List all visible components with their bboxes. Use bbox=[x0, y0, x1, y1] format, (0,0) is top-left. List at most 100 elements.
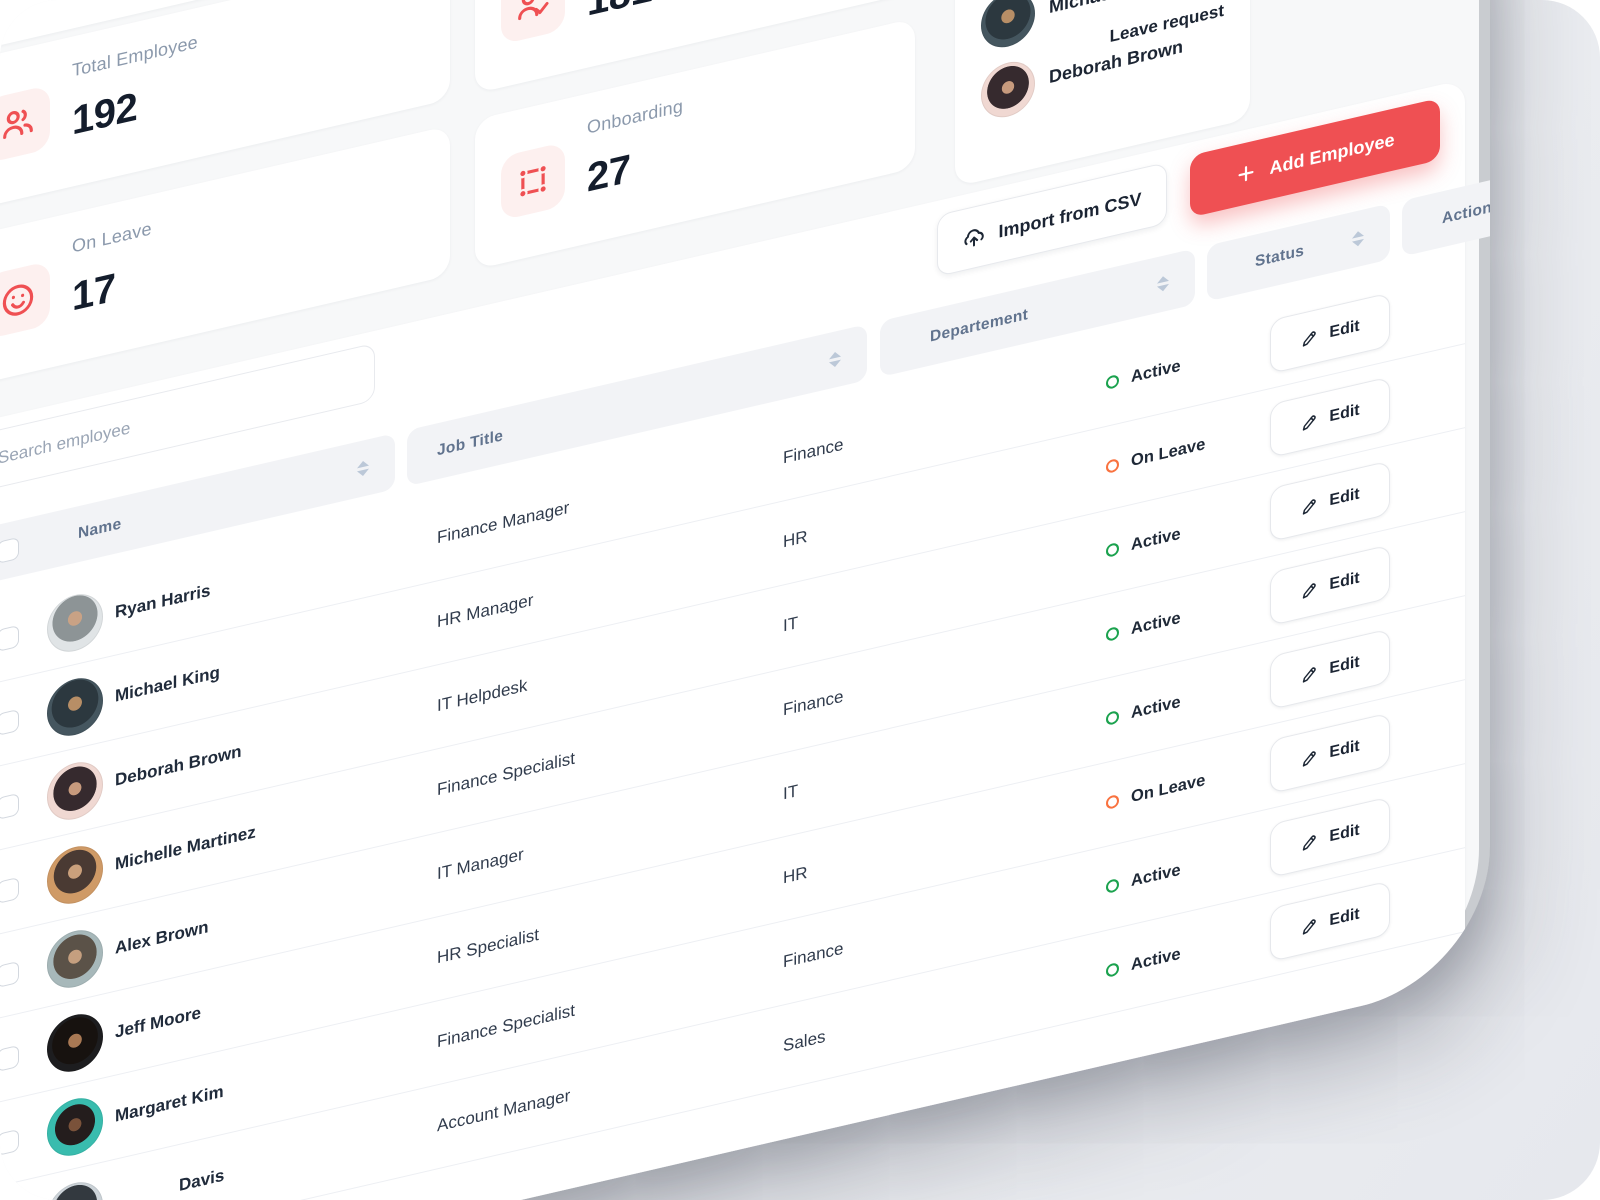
edit-button[interactable]: Edit bbox=[1270, 796, 1390, 879]
row-checkbox[interactable] bbox=[0, 960, 19, 988]
edit-button[interactable]: Edit bbox=[1270, 376, 1390, 459]
add-employee-button[interactable]: Add Employee bbox=[1190, 97, 1440, 218]
stat-value: 192 bbox=[72, 84, 138, 144]
status-badge: Active bbox=[1106, 609, 1181, 645]
status-dot-icon bbox=[1106, 541, 1119, 558]
employee-job-title: Finance Manager bbox=[437, 497, 570, 548]
avatar bbox=[47, 840, 103, 910]
status-badge: On Leave bbox=[1106, 771, 1205, 813]
sort-icon[interactable] bbox=[1352, 229, 1364, 248]
edit-button[interactable]: Edit bbox=[1270, 628, 1390, 711]
status-badge: Active bbox=[1106, 861, 1181, 897]
edit-label: Edit bbox=[1329, 905, 1360, 930]
edit-button[interactable]: Edit bbox=[1270, 544, 1390, 627]
user-check-icon bbox=[501, 0, 565, 45]
pencil-icon bbox=[1303, 414, 1317, 430]
employee-department: Finance bbox=[783, 434, 844, 468]
sort-icon[interactable] bbox=[1157, 274, 1169, 293]
edit-label: Edit bbox=[1329, 569, 1360, 594]
pencil-icon bbox=[1303, 834, 1317, 850]
employee-department: IT bbox=[783, 613, 799, 636]
row-checkbox[interactable] bbox=[0, 624, 19, 652]
table-row: Alex Brown IT Manager IT Active Edit bbox=[0, 596, 1465, 1031]
status-dot-icon bbox=[1106, 457, 1119, 474]
edit-label: Edit bbox=[1329, 317, 1360, 342]
upload-cloud-icon bbox=[964, 229, 985, 247]
status-dot-icon bbox=[1106, 961, 1119, 978]
employee-job-title: IT Manager bbox=[437, 844, 524, 884]
table-row: Michelle Martinez Finance Specialist Fin… bbox=[0, 512, 1465, 947]
avatar bbox=[981, 56, 1035, 123]
edit-label: Edit bbox=[1329, 401, 1360, 426]
avatar bbox=[47, 756, 103, 826]
employee-name: Margaret Kim bbox=[115, 1081, 224, 1126]
stat-card-total-employee: Total Employee 192 bbox=[0, 0, 450, 213]
employee-name: Ryan Harris bbox=[115, 580, 211, 622]
employee-name: Davis bbox=[179, 1165, 225, 1195]
status-dot-icon bbox=[1106, 625, 1119, 642]
row-checkbox[interactable] bbox=[0, 1044, 19, 1072]
status-badge: Active bbox=[1106, 945, 1181, 981]
stat-label: Total Employee bbox=[72, 31, 198, 81]
pencil-icon bbox=[1303, 750, 1317, 766]
status-dot-icon bbox=[1106, 793, 1119, 810]
table-row: Deborah Brown IT Helpdesk IT Active Edit bbox=[0, 428, 1465, 863]
employee-name: Michael King bbox=[115, 662, 220, 706]
status-dot-icon bbox=[1106, 709, 1119, 726]
select-all-checkbox[interactable] bbox=[0, 536, 19, 564]
row-checkbox[interactable] bbox=[0, 708, 19, 736]
edit-button[interactable]: Edit bbox=[1270, 712, 1390, 795]
row-checkbox[interactable] bbox=[0, 792, 19, 820]
employee-department: Finance bbox=[783, 938, 844, 972]
smiley-icon bbox=[0, 260, 50, 340]
employee-department: Finance bbox=[783, 686, 844, 720]
table-row: Michael King HR Manager HR On Leave Edit bbox=[0, 344, 1465, 779]
avatar bbox=[47, 672, 103, 742]
avatar bbox=[981, 0, 1035, 53]
stat-label: Onboarding bbox=[587, 95, 684, 138]
employee-job-title: Finance Specialist bbox=[437, 1000, 575, 1052]
table-row: Ryan Harris Finance Manager Finance Acti… bbox=[0, 260, 1465, 695]
people-icon bbox=[0, 84, 50, 164]
status-badge: Active bbox=[1106, 693, 1181, 729]
employee-job-title: HR Manager bbox=[437, 590, 534, 632]
row-checkbox[interactable] bbox=[0, 1128, 19, 1156]
add-employee-label: Add Employee bbox=[1269, 128, 1395, 178]
avatar bbox=[47, 924, 103, 994]
edit-button[interactable]: Edit bbox=[1270, 460, 1390, 543]
avatar bbox=[47, 588, 103, 658]
employee-job-title: HR Specialist bbox=[437, 924, 540, 968]
stat-card-onboarding: Onboarding 27 bbox=[475, 18, 915, 270]
table-row: Margaret Kim Finance Specialist Finance … bbox=[0, 764, 1465, 1199]
import-csv-label: Import from CSV bbox=[998, 188, 1142, 242]
sort-icon[interactable] bbox=[829, 350, 841, 369]
stat-card-on-leave: On Leave 17 bbox=[0, 125, 450, 389]
plus-icon bbox=[1238, 165, 1255, 182]
column-header-action: Action bbox=[1402, 160, 1490, 257]
employee-department: Sales bbox=[783, 1026, 826, 1056]
edit-label: Edit bbox=[1329, 737, 1360, 762]
employee-department: HR bbox=[783, 526, 808, 552]
stat-value: 17 bbox=[72, 265, 116, 320]
edit-button[interactable]: Edit bbox=[1270, 292, 1390, 375]
employee-department: IT bbox=[783, 781, 799, 804]
table-row: Davis Account Manager Sales Active Edit bbox=[0, 848, 1465, 1200]
dashboard-sheet: Total Employee 192 181 On Leave 17 Onboa… bbox=[0, 0, 1490, 1200]
stat-value: 27 bbox=[587, 146, 631, 201]
edit-button[interactable]: Edit bbox=[1270, 880, 1390, 963]
stat-value: 181 bbox=[587, 0, 652, 26]
stat-card-attendance: 181 bbox=[475, 0, 915, 94]
row-checkbox[interactable] bbox=[0, 876, 19, 904]
employee-department: HR bbox=[783, 862, 808, 888]
sort-icon[interactable] bbox=[357, 459, 369, 478]
edit-label: Edit bbox=[1329, 821, 1360, 846]
avatar bbox=[47, 1092, 103, 1162]
employee-table-card: Import from CSV Add Employee Name Job Ti… bbox=[0, 79, 1490, 1200]
avatar bbox=[47, 1008, 103, 1078]
pencil-icon bbox=[1303, 330, 1317, 346]
frame-icon bbox=[501, 141, 565, 221]
import-csv-button[interactable]: Import from CSV bbox=[937, 161, 1167, 277]
edit-label: Edit bbox=[1329, 485, 1360, 510]
edit-label: Edit bbox=[1329, 653, 1360, 678]
